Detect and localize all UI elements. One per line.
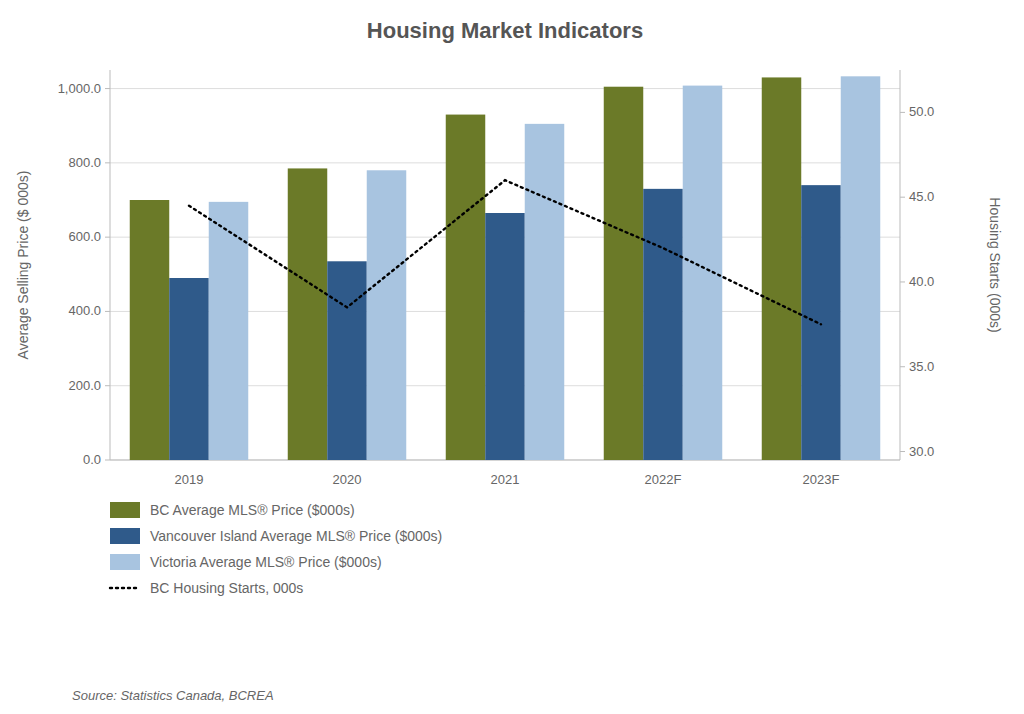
legend-label: BC Housing Starts, 000s xyxy=(150,580,303,596)
x-tick-label: 2021 xyxy=(491,472,520,487)
bar xyxy=(643,189,683,460)
y2-tick-label: 30.0 xyxy=(909,444,934,459)
legend-swatch xyxy=(110,502,140,518)
legend-swatch xyxy=(110,528,140,544)
legend-label: Vancouver Island Average MLS® Price ($00… xyxy=(150,528,442,544)
bar xyxy=(485,213,525,460)
title: Housing Market Indicators xyxy=(367,18,643,43)
source-note: Source: Statistics Canada, BCREA xyxy=(72,688,274,703)
line xyxy=(189,180,821,324)
bar xyxy=(209,202,249,460)
bar xyxy=(446,115,486,460)
y-tick xyxy=(105,88,110,89)
y-axis-label: Average Selling Price ($ 000s) xyxy=(15,171,31,360)
y-tick-label: 200.0 xyxy=(68,378,101,393)
y2-tick xyxy=(900,112,905,113)
bar xyxy=(327,261,367,460)
bar xyxy=(525,124,565,460)
y2-tick xyxy=(900,366,905,367)
y2-tick-label: 50.0 xyxy=(909,104,934,119)
y-tick xyxy=(105,162,110,163)
y2-axis-label: Housing Starts (000s) xyxy=(987,197,1003,332)
y-axis-line xyxy=(110,70,111,460)
legend-item: BC Average MLS® Price ($000s) xyxy=(110,502,355,518)
y2-tick xyxy=(900,197,905,198)
bar xyxy=(762,77,802,460)
bar-series xyxy=(169,185,841,460)
bar-series xyxy=(209,76,881,460)
x-tick-label: 2022F xyxy=(645,472,682,487)
y-tick xyxy=(105,237,110,238)
bar xyxy=(169,278,209,460)
bar xyxy=(288,168,328,460)
bar xyxy=(367,170,407,460)
y-tick xyxy=(105,385,110,386)
marks xyxy=(130,76,881,460)
legend-item: Vancouver Island Average MLS® Price ($00… xyxy=(110,528,442,544)
legend-item: Victoria Average MLS® Price ($000s) xyxy=(110,554,382,570)
y-tick-label: 1,000.0 xyxy=(58,81,101,96)
y2-tick xyxy=(900,451,905,452)
y-tick-label: 400.0 xyxy=(68,303,101,318)
y-tick-label: 800.0 xyxy=(68,155,101,170)
y2-tick xyxy=(900,281,905,282)
legend-swatch xyxy=(110,587,140,589)
chart-svg: Housing Market Indicators 0.0 200.0 400.0 60… xyxy=(0,0,1024,714)
x-tick-label: 2023F xyxy=(803,472,840,487)
bar-series xyxy=(130,77,802,460)
x-tick-label: 2019 xyxy=(175,472,204,487)
legend-item: BC Housing Starts, 000s xyxy=(110,580,303,596)
chart-container: Housing Market Indicators 0.0 200.0 400.0 60… xyxy=(0,0,1024,714)
x-tick-label: 2020 xyxy=(333,472,362,487)
y2-tick-label: 45.0 xyxy=(909,189,934,204)
y-tick-label: 600.0 xyxy=(68,229,101,244)
y2-tick-label: 40.0 xyxy=(909,274,934,289)
y2-tick-label: 35.0 xyxy=(909,359,934,374)
y2-axis-line xyxy=(900,70,901,460)
y-tick xyxy=(105,311,110,312)
y-tick xyxy=(105,460,110,461)
legend: BC Average MLS® Price ($000s) Vancouver I… xyxy=(110,502,442,596)
legend-label: Victoria Average MLS® Price ($000s) xyxy=(150,554,382,570)
legend-swatch xyxy=(110,554,140,570)
bar xyxy=(130,200,170,460)
bar xyxy=(604,87,644,460)
bar xyxy=(801,185,841,460)
legend-label: BC Average MLS® Price ($000s) xyxy=(150,502,355,518)
axes: 0.0 200.0 400.0 600.0 800.0 1,000.0 30.0 35.0 40… xyxy=(58,70,935,487)
y-tick-label: 0.0 xyxy=(83,452,101,467)
bar xyxy=(841,76,881,460)
bar xyxy=(683,86,723,460)
background xyxy=(0,0,1024,714)
